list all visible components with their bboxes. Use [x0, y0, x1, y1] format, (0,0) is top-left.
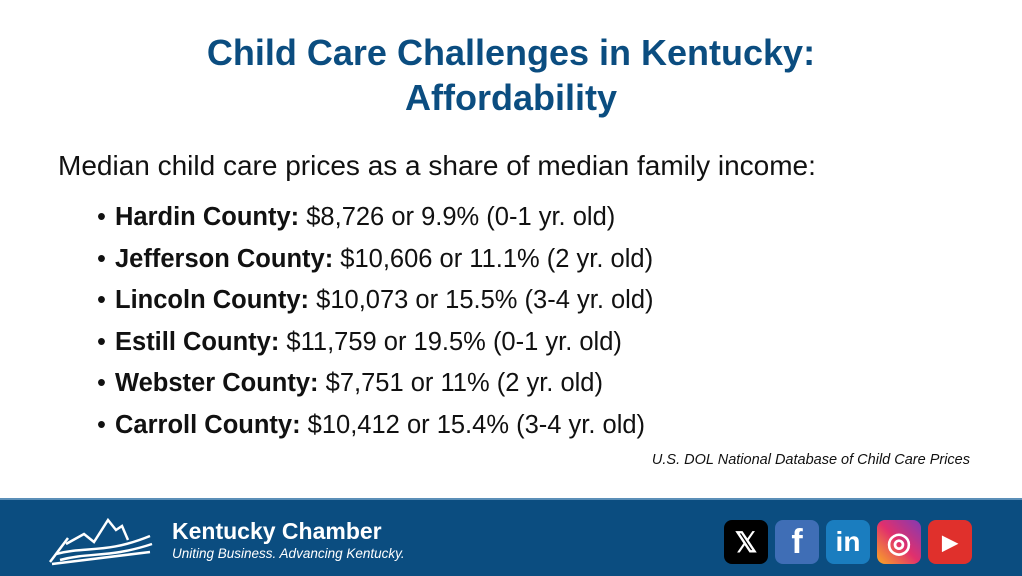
- county-name: Estill County:: [115, 327, 280, 356]
- county-detail: $10,073 or 15.5% (3-4 yr. old): [309, 286, 654, 315]
- list-item: • Jefferson County: $10,606 or 11.1% (2 y…: [97, 244, 654, 273]
- list-item: • Webster County: $7,751 or 11% (2 yr. ol…: [97, 369, 603, 398]
- county-detail: $11,759 or 19.5% (0-1 yr. old): [279, 327, 622, 356]
- facebook-icon[interactable]: f: [775, 520, 819, 564]
- linkedin-icon[interactable]: in: [826, 520, 870, 564]
- county-name: Lincoln County:: [115, 286, 310, 315]
- county-detail: $10,606 or 11.1% (2 yr. old): [333, 244, 654, 273]
- slide-title: Child Care Challenges in Kentucky: Affor…: [0, 30, 1022, 120]
- instagram-icon[interactable]: ◎: [877, 520, 921, 564]
- kentucky-chamber-logo-icon: [49, 517, 153, 566]
- list-item: • Lincoln County: $10,073 or 15.5% (3-4 y…: [97, 286, 654, 315]
- county-name: Hardin County:: [115, 203, 300, 231]
- list-item: • Carroll County: $10,412 or 15.4% (3-4 y…: [97, 410, 646, 439]
- social-links: 𝕏 f in ◎ ▶: [724, 520, 972, 564]
- list-item: • Hardin County: $8,726 or 9.9% (0-1 yr. …: [97, 203, 616, 231]
- footer-bar: Kentucky Chamber Uniting Business. Advan…: [0, 498, 1022, 576]
- brand-name: Kentucky Chamber: [172, 518, 382, 544]
- county-name: Jefferson County:: [115, 244, 334, 273]
- intro-text: Median child care prices as a share of m…: [58, 150, 816, 181]
- county-detail: $10,412 or 15.4% (3-4 yr. old): [300, 410, 646, 439]
- county-detail: $8,726 or 9.9% (0-1 yr. old): [299, 203, 616, 231]
- brand-tagline: Uniting Business. Advancing Kentucky.: [172, 546, 405, 561]
- youtube-icon[interactable]: ▶: [928, 520, 972, 564]
- county-name: Webster County:: [115, 369, 319, 398]
- title-line-2: Affordability: [405, 77, 617, 118]
- list-item: • Estill County: $11,759 or 19.5% (0-1 yr…: [97, 327, 622, 356]
- source-citation: U.S. DOL National Database of Child Care…: [651, 452, 970, 468]
- county-detail: $7,751 or 11% (2 yr. old): [318, 369, 603, 398]
- title-line-1: Child Care Challenges in Kentucky:: [206, 32, 816, 73]
- county-list: • Hardin County: $8,726 or 9.9% (0-1 yr. …: [97, 199, 654, 449]
- county-name: Carroll County:: [115, 410, 301, 439]
- x-icon[interactable]: 𝕏: [724, 520, 768, 564]
